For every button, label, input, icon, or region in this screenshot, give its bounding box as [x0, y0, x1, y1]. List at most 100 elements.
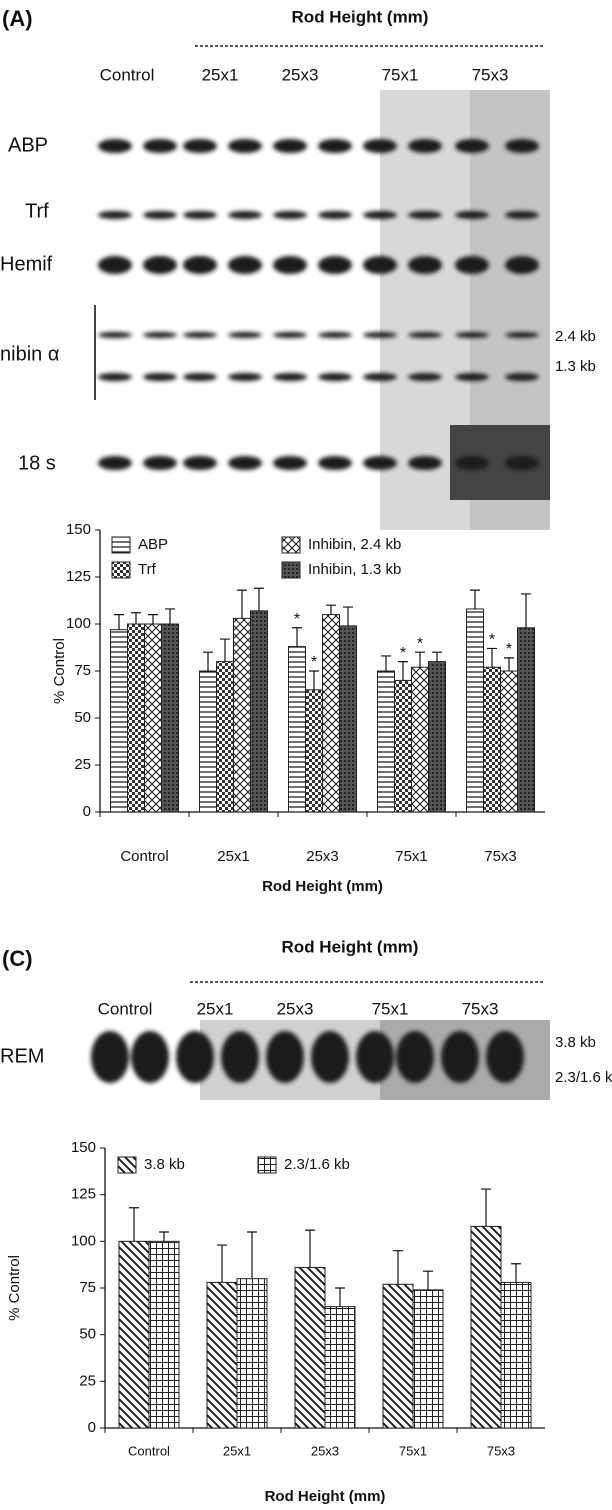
band [441, 1031, 479, 1083]
bar [250, 610, 268, 813]
bar [216, 661, 234, 813]
band [228, 256, 262, 274]
band [183, 332, 217, 338]
error-bar [131, 612, 141, 624]
bar [144, 623, 162, 813]
band [311, 1031, 349, 1083]
lane-label: 25x3 [282, 65, 319, 84]
bar [127, 623, 145, 813]
bar [288, 646, 306, 813]
band [363, 139, 397, 153]
bar [500, 670, 518, 813]
band [396, 1031, 434, 1083]
y-tick-label: 100 [66, 615, 91, 632]
y-tick-label: 50 [74, 709, 91, 726]
error-bar [423, 1270, 433, 1290]
bar [470, 1225, 502, 1429]
x-tick-label: Control [128, 1443, 170, 1458]
panel-label: (C) [2, 946, 33, 971]
band [98, 211, 132, 219]
lane-label: 25x1 [197, 999, 234, 1018]
row-label: nibin α [0, 343, 59, 365]
bar [148, 1240, 180, 1429]
band [131, 1031, 169, 1083]
band [183, 139, 217, 153]
band [505, 332, 539, 338]
error-bar [481, 1188, 491, 1227]
y-tick-label: 150 [66, 521, 91, 538]
band-label: 2.3/1.6 kb [555, 1069, 612, 1086]
band [143, 332, 177, 338]
bar [206, 1281, 238, 1429]
band [98, 139, 132, 153]
x-axis-title: Rod Height (mm) [265, 1488, 386, 1505]
error-bar [504, 657, 514, 671]
y-tick-label: 125 [66, 568, 91, 585]
y-tick-label: 100 [71, 1232, 96, 1249]
band [486, 1031, 524, 1083]
row-label: 18 s [18, 452, 56, 474]
bar [517, 627, 535, 813]
bar [411, 666, 429, 813]
error-bar [415, 651, 425, 668]
bar [339, 625, 357, 813]
x-tick-label: 75x3 [487, 1443, 515, 1458]
error-bar [381, 655, 391, 671]
error-bar [292, 627, 302, 647]
band [408, 373, 442, 381]
bar [233, 617, 251, 813]
band [228, 373, 262, 381]
significance: * [294, 611, 300, 628]
error-bar [521, 593, 531, 628]
y-tick-label: 0 [83, 803, 91, 820]
bar [294, 1266, 326, 1429]
band [143, 139, 177, 153]
band [318, 332, 352, 338]
error-bar [217, 1244, 227, 1283]
band [273, 456, 307, 470]
lane-label: Control [100, 65, 155, 84]
bar [382, 1283, 414, 1429]
band [363, 456, 397, 470]
band [505, 139, 539, 153]
band [143, 456, 177, 470]
error-bar [511, 1263, 521, 1283]
band [505, 373, 539, 381]
error-bar [247, 1231, 257, 1279]
band-label: 3.8 kb [555, 1034, 596, 1051]
error-bar [305, 1229, 315, 1268]
y-tick-label: 75 [79, 1279, 96, 1296]
significance: * [311, 654, 317, 671]
band [143, 211, 177, 219]
error-bar [487, 647, 497, 668]
lane-label: Control [98, 999, 153, 1018]
lane-label: 25x3 [277, 999, 314, 1018]
y-tick-label: 75 [74, 662, 91, 679]
error-bar [309, 670, 319, 690]
band [356, 1031, 394, 1083]
band [505, 456, 539, 470]
header: Rod Height (mm) [282, 937, 419, 956]
band [273, 139, 307, 153]
y-axis-title: % Control [51, 638, 68, 704]
error-bar [114, 614, 124, 630]
bar [324, 1306, 356, 1429]
y-tick-label: 150 [71, 1139, 96, 1156]
lane-label: 75x1 [372, 999, 409, 1018]
bar [466, 608, 484, 813]
error-bar [326, 604, 336, 615]
band [273, 332, 307, 338]
band [318, 456, 352, 470]
band [273, 256, 307, 274]
error-bar [393, 1250, 403, 1285]
lane-label: 75x3 [462, 999, 499, 1018]
legend-swatch [281, 536, 301, 554]
bar [236, 1278, 268, 1429]
x-tick-label: 25x3 [311, 1443, 339, 1458]
band [455, 456, 489, 470]
x-tick-label: 25x1 [223, 1443, 251, 1458]
band [455, 332, 489, 338]
band [505, 211, 539, 219]
bar [322, 614, 340, 813]
